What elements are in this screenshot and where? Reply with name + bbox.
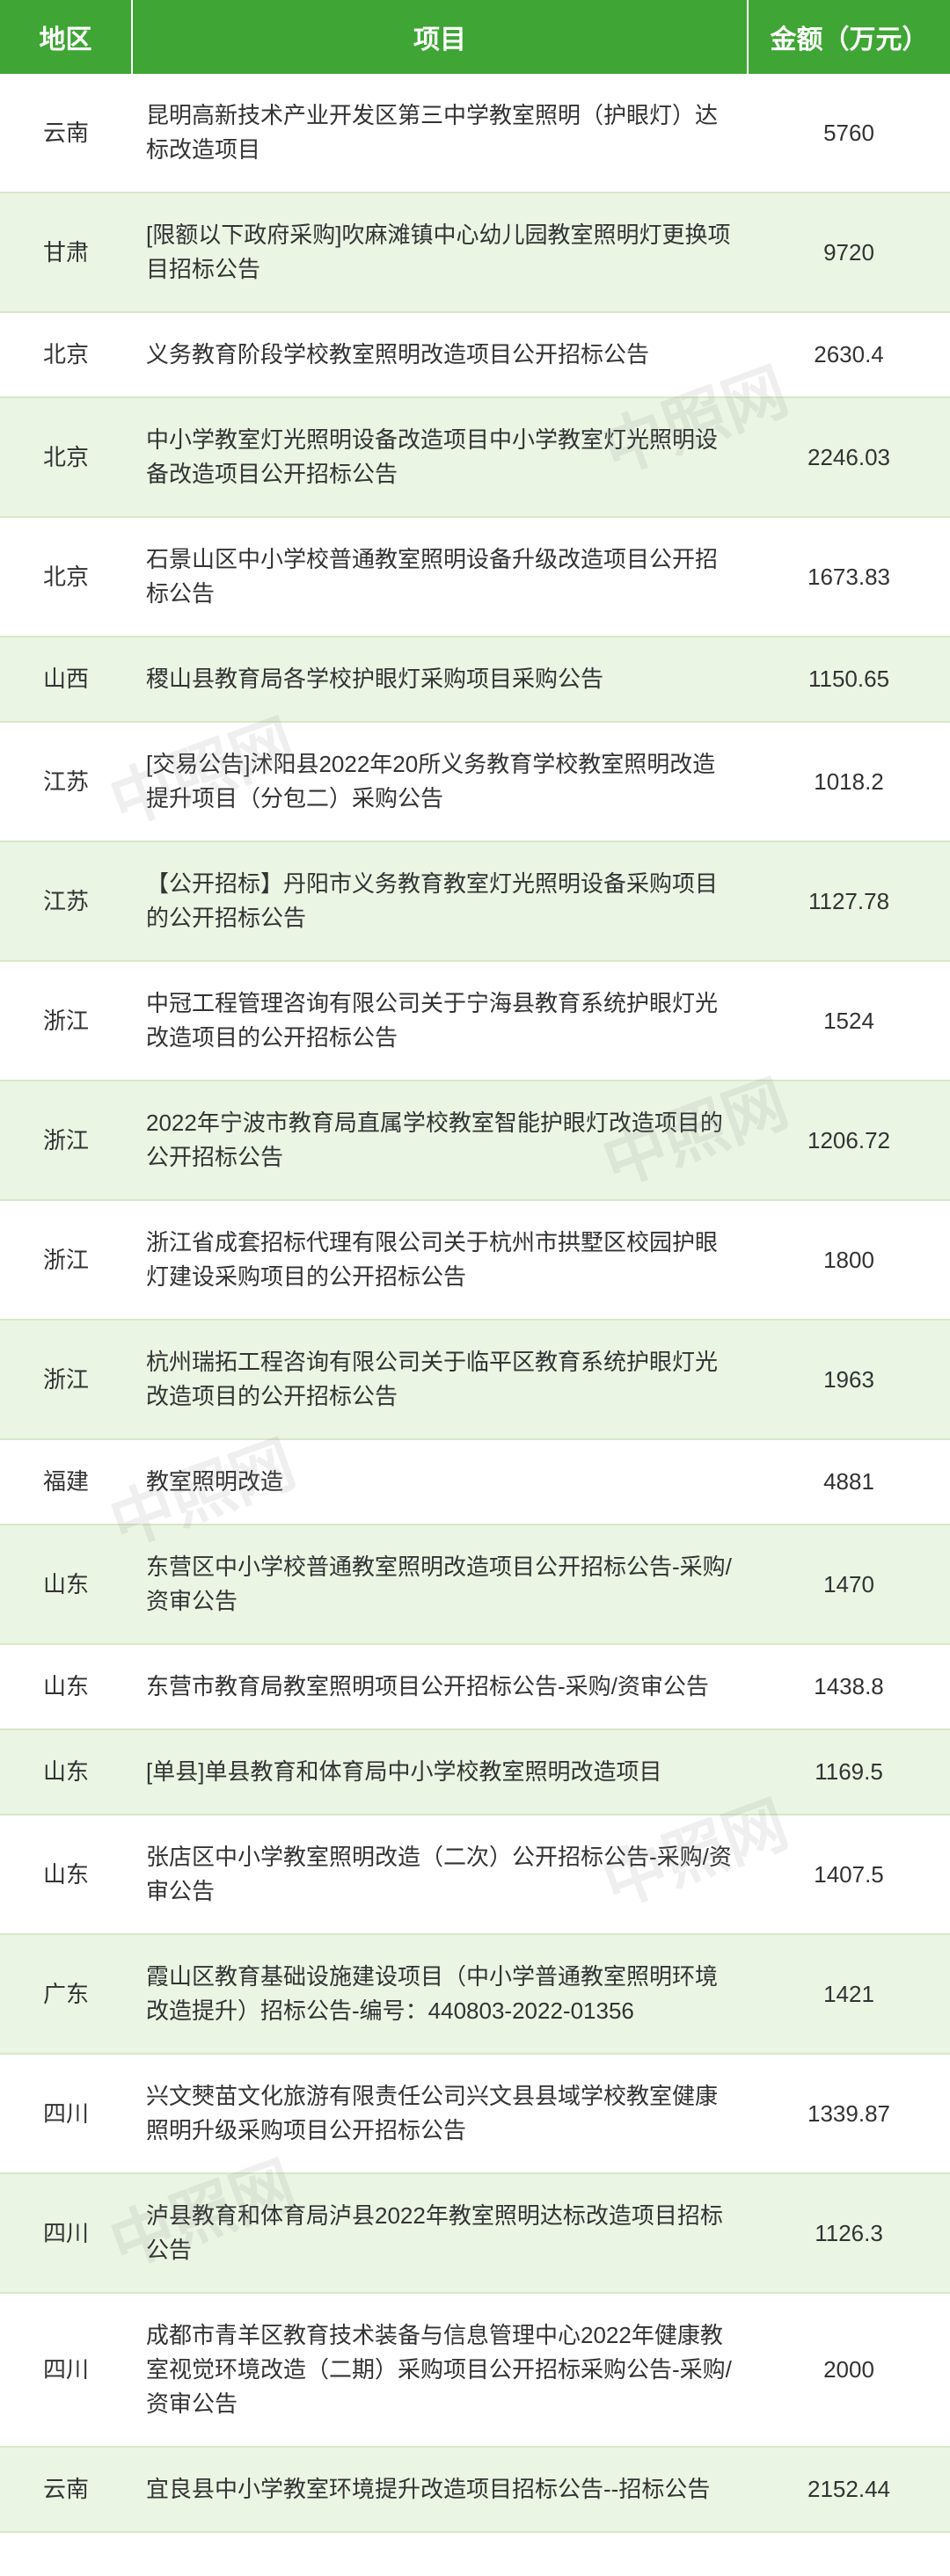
table-row: 山东[单县]单县教育和体育局中小学校教室照明改造项目1169.5 [0, 1729, 950, 1815]
cell-amount: 5760 [748, 74, 950, 193]
cell-region: 甘肃 [0, 193, 132, 312]
cell-project: 东营市教育局教室照明项目公开招标公告-采购/资审公告 [132, 1644, 748, 1729]
cell-amount: 1206.72 [748, 1081, 950, 1200]
cell-amount: 1470 [748, 1524, 950, 1644]
table-row: 山东东营市教育局教室照明项目公开招标公告-采购/资审公告1438.8 [0, 1644, 950, 1729]
cell-project: 昆明高新技术产业开发区第三中学教室照明（护眼灯）达标改造项目 [132, 74, 748, 193]
cell-amount: 1673.83 [748, 517, 950, 637]
table-row: 浙江浙江省成套招标代理有限公司关于杭州市拱墅区校园护眼灯建设采购项目的公开招标公… [0, 1200, 950, 1320]
cell-region: 浙江 [0, 1200, 132, 1320]
cell-project: 兴文僰苗文化旅游有限责任公司兴文县县域学校教室健康照明升级采购项目公开招标公告 [132, 2054, 748, 2173]
cell-project: 【公开招标】丹阳市义务教育教室灯光照明设备采购项目的公开招标公告 [132, 841, 748, 961]
cell-amount: 4881 [748, 1439, 950, 1524]
cell-project: 石景山区中小学校普通教室照明设备升级改造项目公开招标公告 [132, 517, 748, 637]
cell-project: 泸县教育和体育局泸县2022年教室照明达标改造项目招标公告 [132, 2173, 748, 2293]
cell-amount: 1421 [748, 1934, 950, 2054]
cell-amount: 2152.44 [748, 2447, 950, 2532]
cell-region: 福建 [0, 1439, 132, 1524]
table-row: 山东张店区中小学教室照明改造（二次）公开招标公告-采购/资审公告1407.5 [0, 1815, 950, 1934]
cell-project: 霞山区教育基础设施建设项目（中小学普通教室照明环境改造提升）招标公告-编号：44… [132, 1934, 748, 2054]
cell-project: 稷山县教育局各学校护眼灯采购项目采购公告 [132, 637, 748, 722]
table-row: 江苏【公开招标】丹阳市义务教育教室灯光照明设备采购项目的公开招标公告1127.7… [0, 841, 950, 961]
table-row: 福建教室照明改造4881 [0, 1439, 950, 1524]
cell-region: 北京 [0, 517, 132, 637]
cell-region: 浙江 [0, 1320, 132, 1439]
table-row: 北京义务教育阶段学校教室照明改造项目公开招标公告2630.4 [0, 312, 950, 397]
table-row: 甘肃[限额以下政府采购]吹麻滩镇中心幼儿园教室照明灯更换项目招标公告9720 [0, 193, 950, 312]
cell-amount: 1524 [748, 961, 950, 1081]
cell-project: [限额以下政府采购]吹麻滩镇中心幼儿园教室照明灯更换项目招标公告 [132, 193, 748, 312]
cell-amount: 1127.78 [748, 841, 950, 961]
cell-project: [单县]单县教育和体育局中小学校教室照明改造项目 [132, 1729, 748, 1815]
cell-region: 浙江 [0, 961, 132, 1081]
cell-project: 义务教育阶段学校教室照明改造项目公开招标公告 [132, 312, 748, 397]
cell-amount: 1169.5 [748, 1729, 950, 1815]
table-row: 北京中小学教室灯光照明设备改造项目中小学教室灯光照明设备改造项目公开招标公告22… [0, 397, 950, 517]
cell-amount: 1963 [748, 1320, 950, 1439]
cell-amount: 9720 [748, 193, 950, 312]
cell-region: 江苏 [0, 841, 132, 961]
cell-region: 云南 [0, 74, 132, 193]
header-region: 地区 [0, 0, 132, 74]
cell-project: 2022年宁波市教育局直属学校教室智能护眼灯改造项目的公开招标公告 [132, 1081, 748, 1200]
cell-project: 成都市青羊区教育技术装备与信息管理中心2022年健康教室视觉环境改造（二期）采购… [132, 2293, 748, 2447]
cell-region: 北京 [0, 397, 132, 517]
cell-project: 杭州瑞拓工程咨询有限公司关于临平区教育系统护眼灯光改造项目的公开招标公告 [132, 1320, 748, 1439]
cell-project: 东营区中小学校普通教室照明改造项目公开招标公告-采购/资审公告 [132, 1524, 748, 1644]
cell-project: 中冠工程管理咨询有限公司关于宁海县教育系统护眼灯光改造项目的公开招标公告 [132, 961, 748, 1081]
table-row: 云南昆明高新技术产业开发区第三中学教室照明（护眼灯）达标改造项目5760 [0, 74, 950, 193]
table-row: 浙江中冠工程管理咨询有限公司关于宁海县教育系统护眼灯光改造项目的公开招标公告15… [0, 961, 950, 1081]
cell-amount: 2630.4 [748, 312, 950, 397]
projects-table: 地区 项目 金额（万元） 云南昆明高新技术产业开发区第三中学教室照明（护眼灯）达… [0, 0, 950, 2533]
cell-project: 宜良县中小学教室环境提升改造项目招标公告--招标公告 [132, 2447, 748, 2532]
table-row: 云南宜良县中小学教室环境提升改造项目招标公告--招标公告2152.44 [0, 2447, 950, 2532]
table-row: 浙江杭州瑞拓工程咨询有限公司关于临平区教育系统护眼灯光改造项目的公开招标公告19… [0, 1320, 950, 1439]
cell-region: 广东 [0, 1934, 132, 2054]
table-row: 江苏[交易公告]沭阳县2022年20所义务教育学校教室照明改造提升项目（分包二）… [0, 722, 950, 841]
cell-amount: 1438.8 [748, 1644, 950, 1729]
cell-region: 山东 [0, 1729, 132, 1815]
cell-region: 四川 [0, 2054, 132, 2173]
cell-amount: 1407.5 [748, 1815, 950, 1934]
cell-amount: 1126.3 [748, 2173, 950, 2293]
table-header: 地区 项目 金额（万元） [0, 0, 950, 74]
cell-amount: 1018.2 [748, 722, 950, 841]
cell-region: 江苏 [0, 722, 132, 841]
table-row: 北京石景山区中小学校普通教室照明设备升级改造项目公开招标公告1673.83 [0, 517, 950, 637]
table-row: 四川泸县教育和体育局泸县2022年教室照明达标改造项目招标公告1126.3 [0, 2173, 950, 2293]
cell-project: 中小学教室灯光照明设备改造项目中小学教室灯光照明设备改造项目公开招标公告 [132, 397, 748, 517]
cell-region: 山东 [0, 1524, 132, 1644]
table-row: 四川兴文僰苗文化旅游有限责任公司兴文县县域学校教室健康照明升级采购项目公开招标公… [0, 2054, 950, 2173]
cell-region: 浙江 [0, 1081, 132, 1200]
header-amount: 金额（万元） [748, 0, 950, 74]
cell-region: 北京 [0, 312, 132, 397]
cell-region: 四川 [0, 2173, 132, 2293]
cell-amount: 2246.03 [748, 397, 950, 517]
cell-region: 山西 [0, 637, 132, 722]
header-project: 项目 [132, 0, 748, 74]
cell-project: [交易公告]沭阳县2022年20所义务教育学校教室照明改造提升项目（分包二）采购… [132, 722, 748, 841]
table-row: 广东霞山区教育基础设施建设项目（中小学普通教室照明环境改造提升）招标公告-编号：… [0, 1934, 950, 2054]
cell-region: 山东 [0, 1815, 132, 1934]
cell-project: 浙江省成套招标代理有限公司关于杭州市拱墅区校园护眼灯建设采购项目的公开招标公告 [132, 1200, 748, 1320]
table-row: 山西稷山县教育局各学校护眼灯采购项目采购公告1150.65 [0, 637, 950, 722]
cell-region: 山东 [0, 1644, 132, 1729]
cell-project: 张店区中小学教室照明改造（二次）公开招标公告-采购/资审公告 [132, 1815, 748, 1934]
table-row: 四川成都市青羊区教育技术装备与信息管理中心2022年健康教室视觉环境改造（二期）… [0, 2293, 950, 2447]
cell-amount: 2000 [748, 2293, 950, 2447]
cell-amount: 1800 [748, 1200, 950, 1320]
cell-project: 教室照明改造 [132, 1439, 748, 1524]
cell-region: 四川 [0, 2293, 132, 2447]
cell-amount: 1150.65 [748, 637, 950, 722]
table-row: 山东东营区中小学校普通教室照明改造项目公开招标公告-采购/资审公告1470 [0, 1524, 950, 1644]
table-body: 云南昆明高新技术产业开发区第三中学教室照明（护眼灯）达标改造项目5760甘肃[限… [0, 74, 950, 2532]
table-row: 浙江2022年宁波市教育局直属学校教室智能护眼灯改造项目的公开招标公告1206.… [0, 1081, 950, 1200]
cell-amount: 1339.87 [748, 2054, 950, 2173]
cell-region: 云南 [0, 2447, 132, 2532]
